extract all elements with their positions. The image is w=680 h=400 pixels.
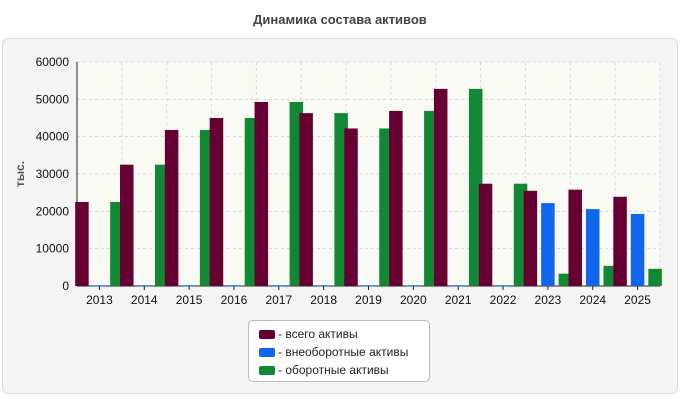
y-axis-label: тыс. — [13, 161, 27, 187]
bar-noncurrent — [541, 203, 555, 286]
bar-noncurrent — [316, 285, 331, 287]
y-tick-label: 60000 — [36, 55, 70, 69]
bar-noncurrent — [406, 285, 421, 287]
legend-label-current: - оборотные активы — [278, 363, 389, 377]
bar-total — [478, 183, 493, 286]
bar-total — [209, 118, 224, 286]
bar-total — [254, 101, 269, 287]
bar-noncurrent — [182, 285, 196, 287]
x-tick-label: 2018 — [310, 293, 337, 307]
bar-total — [568, 189, 582, 286]
y-tick-label: 30000 — [36, 167, 70, 181]
legend-item-current: - оборотные активы — [259, 361, 419, 379]
x-tick-label: 2024 — [579, 293, 606, 307]
bar-total — [75, 202, 89, 286]
bar-noncurrent — [272, 285, 286, 287]
bar-total — [299, 113, 313, 286]
y-tick-label: 50000 — [36, 92, 70, 106]
y-tick-label: 40000 — [36, 130, 70, 144]
bar-total — [433, 88, 448, 286]
x-tick-label: 2023 — [535, 293, 562, 307]
x-tick-label: 2021 — [445, 293, 472, 307]
bar-total — [344, 128, 358, 286]
legend-item-total: - всего активы — [259, 325, 419, 343]
x-tick-label: 2020 — [400, 293, 427, 307]
y-tick-label: 0 — [62, 279, 69, 293]
legend-label-noncurrent: - внеоборотные активы — [278, 345, 409, 359]
legend-swatch-total — [259, 329, 275, 339]
legend-swatch-noncurrent — [259, 347, 275, 357]
bar-noncurrent — [496, 285, 510, 287]
chart-title: Динамика состава активов — [253, 12, 427, 27]
x-tick-label: 2016 — [221, 293, 248, 307]
x-tick-label: 2022 — [490, 293, 517, 307]
x-tick-label: 2025 — [624, 293, 651, 307]
bar-total — [613, 196, 627, 286]
bar-noncurrent — [451, 285, 465, 287]
bar-noncurrent — [585, 209, 600, 286]
x-tick-label: 2017 — [265, 293, 292, 307]
x-tick-label: 2015 — [176, 293, 203, 307]
bar-current — [648, 268, 662, 286]
bar-total — [523, 190, 538, 286]
bar-total — [164, 129, 179, 286]
bar-noncurrent — [137, 285, 152, 287]
x-tick-label: 2014 — [131, 293, 158, 307]
y-tick-label: 10000 — [36, 242, 70, 256]
legend-swatch-current — [259, 365, 275, 375]
legend: - всего активы - внеоборотные активы - о… — [248, 320, 430, 382]
x-tick-label: 2019 — [355, 293, 382, 307]
bar-noncurrent — [227, 285, 241, 287]
x-tick-label: 2013 — [86, 293, 113, 307]
bar-total — [120, 164, 134, 286]
bar-noncurrent — [92, 285, 107, 287]
legend-label-total: - всего активы — [278, 327, 358, 341]
y-tick-label: 20000 — [36, 204, 70, 218]
legend-item-noncurrent: - внеоборотные активы — [259, 343, 419, 361]
bar-noncurrent — [361, 285, 376, 287]
bar-total — [389, 110, 403, 286]
bar-noncurrent — [630, 213, 645, 286]
